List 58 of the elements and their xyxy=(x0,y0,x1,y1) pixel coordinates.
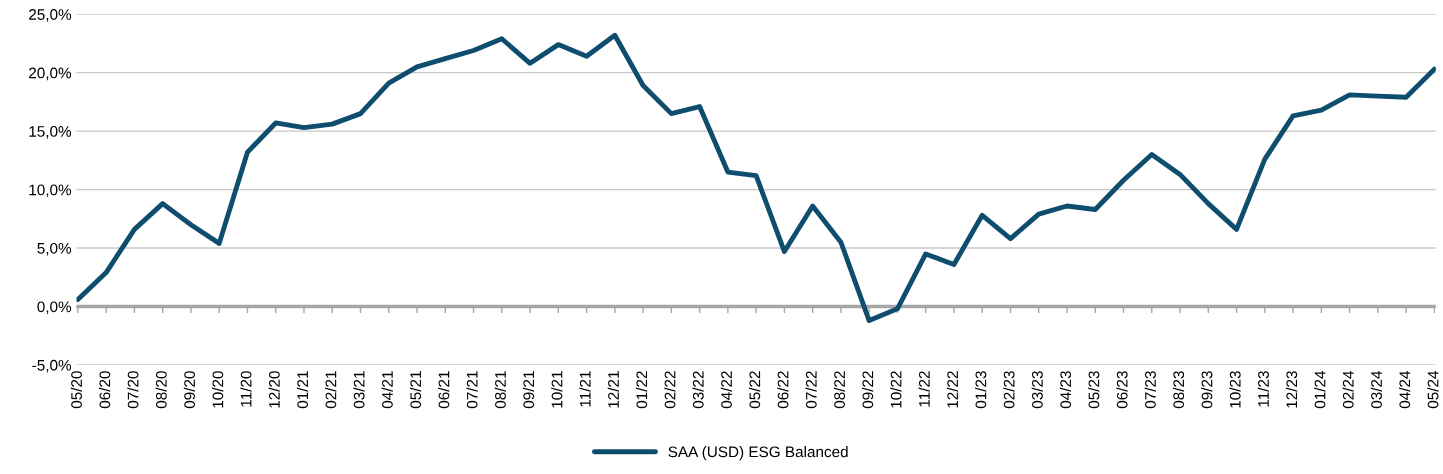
x-tick-label: 10/20 xyxy=(212,371,224,408)
x-tick-label: 11/22 xyxy=(918,371,930,407)
x-tick-label: 02/23 xyxy=(1003,371,1015,409)
x-tick-label: 05/21 xyxy=(409,371,422,409)
y-tick-label: 25,0% xyxy=(29,9,72,22)
x-tick-label: 07/22 xyxy=(805,371,817,409)
x-tick-label: 12/21 xyxy=(607,371,619,408)
y-tick-label: 5,0% xyxy=(37,242,72,256)
x-tick-label: 09/21 xyxy=(522,371,535,409)
x-tick-label: 11/20 xyxy=(240,371,252,407)
x-tick-label: 06/20 xyxy=(99,371,111,409)
x-tick-label: 03/22 xyxy=(692,371,704,409)
x-tick-label: 10/22 xyxy=(890,371,902,408)
x-tick-label: 07/20 xyxy=(127,371,139,409)
x-tick-label: 11/21 xyxy=(579,371,591,407)
y-tick-label: 0,0% xyxy=(37,301,72,315)
x-tick-label: 07/21 xyxy=(466,371,478,409)
y-tick-label: 15,0% xyxy=(29,126,72,139)
x-tick-label: 04/21 xyxy=(381,371,393,409)
x-tick-label: 12/20 xyxy=(268,371,280,408)
x-tick-label: 08/22 xyxy=(833,371,846,409)
x-tick-label: 10/23 xyxy=(1229,371,1241,408)
x-tick-label: 10/21 xyxy=(551,371,563,408)
x-tick-label: 06/22 xyxy=(777,371,789,409)
x-tick-label: 04/23 xyxy=(1059,371,1072,409)
x-tick-label: 01/24 xyxy=(1314,370,1326,409)
y-tick-label: 10,0% xyxy=(29,184,72,198)
x-tick-label: 03/24 xyxy=(1370,370,1382,409)
x-tick-label: 03/21 xyxy=(353,371,365,409)
x-tick-label: 05/23 xyxy=(1088,371,1100,409)
x-tick-label: 08/21 xyxy=(494,371,506,409)
x-tick-label: 04/22 xyxy=(720,371,732,409)
x-tick-label: 01/23 xyxy=(975,371,987,409)
legend-label: SAA (USD) ESG Balanced xyxy=(668,446,848,461)
x-tick-label: 06/23 xyxy=(1116,371,1128,409)
x-tick-label: 07/23 xyxy=(1144,371,1156,409)
x-tick-label: 05/24 xyxy=(1427,370,1439,409)
x-tick-label: 12/23 xyxy=(1285,371,1298,408)
line-series xyxy=(76,32,1436,323)
y-tick-label: 20,0% xyxy=(29,67,72,81)
x-tick-label: 12/22 xyxy=(946,371,959,408)
x-tick-label: 09/20 xyxy=(183,371,196,409)
x-tick-label: 04/24 xyxy=(1398,370,1411,409)
x-tick-label: 05/22 xyxy=(749,371,761,409)
x-tick-label: 02/24 xyxy=(1342,370,1354,409)
x-tick-label: 08/20 xyxy=(155,371,167,409)
x-tick-label: 02/21 xyxy=(325,371,337,409)
x-tick-label: 08/23 xyxy=(1172,371,1185,409)
x-tick-label: 03/23 xyxy=(1031,371,1043,409)
x-tick-label: 09/23 xyxy=(1201,371,1213,409)
x-tick-label: 02/22 xyxy=(664,371,676,409)
x-tick-label: 11/23 xyxy=(1257,371,1269,407)
x-tick-label: 01/22 xyxy=(635,371,648,409)
y-tick-label: -5,0% xyxy=(32,359,72,373)
x-tick-label: 06/21 xyxy=(438,371,450,409)
x-tick-label: 05/20 xyxy=(70,371,82,409)
x-tick-label: 01/21 xyxy=(296,371,309,409)
x-tick-label: 09/22 xyxy=(862,371,874,409)
